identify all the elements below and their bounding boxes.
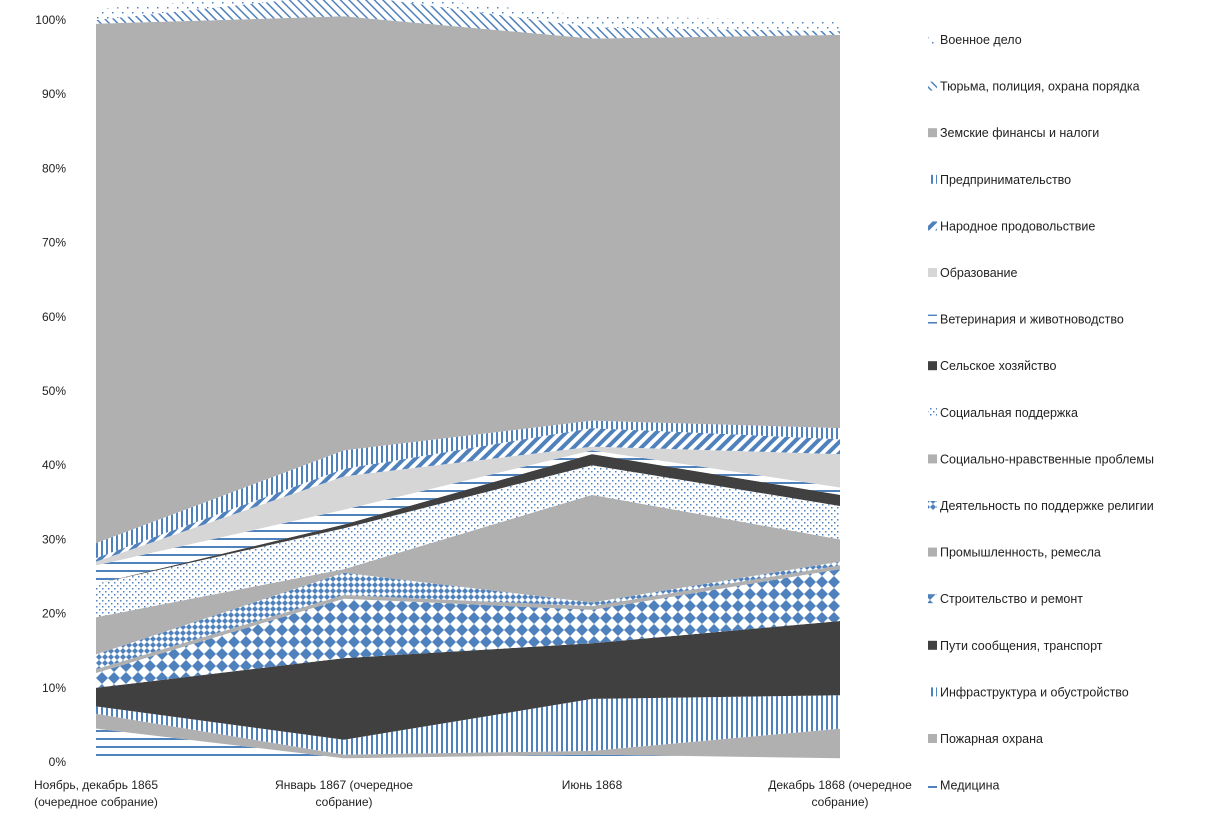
y-tick-label: 100% bbox=[35, 13, 66, 27]
legend-label: Тюрьма, полиция, охрана порядка bbox=[940, 80, 1140, 94]
y-tick-label: 0% bbox=[49, 755, 67, 769]
legend-swatch bbox=[928, 780, 937, 790]
legend-label: Медицина bbox=[940, 779, 1000, 793]
legend-item: Тюрьма, полиция, охрана порядка bbox=[928, 80, 1140, 94]
y-tick-label: 20% bbox=[42, 607, 66, 621]
legend-item: Социальная поддержка bbox=[928, 406, 1078, 420]
x-axis: Ноябрь, декабрь 1865 (очередное собрание)… bbox=[34, 778, 912, 809]
legend-swatch bbox=[928, 687, 937, 697]
legend-swatch bbox=[928, 547, 937, 557]
legend-item: Деятельность по поддержке религии bbox=[928, 499, 1154, 513]
y-tick-label: 50% bbox=[42, 384, 66, 398]
x-tick-label: Июнь 1868 bbox=[562, 778, 623, 792]
legend-item: Образование bbox=[928, 266, 1018, 280]
legend-swatch bbox=[928, 640, 937, 650]
y-tick-label: 40% bbox=[42, 458, 66, 472]
area-series-4 bbox=[96, 569, 840, 688]
area-series-11 bbox=[96, 446, 840, 566]
area-series-2 bbox=[96, 695, 840, 755]
legend-swatch bbox=[928, 221, 937, 231]
legend-swatch bbox=[928, 407, 937, 417]
area-series-0 bbox=[96, 728, 840, 762]
area-series-13 bbox=[96, 420, 840, 558]
x-tick-label: Декабрь 1868 (очередное собрание) bbox=[768, 778, 912, 809]
legend-label: Ветеринария и животноводство bbox=[940, 313, 1124, 327]
legend-label: Деятельность по поддержке религии bbox=[940, 499, 1154, 513]
legend-item: Ветеринария и животноводство bbox=[928, 313, 1124, 327]
legend-swatch bbox=[928, 128, 937, 138]
legend-label: Инфраструктура и обустройство bbox=[940, 685, 1129, 699]
area-series-15 bbox=[96, 0, 840, 39]
area-series-6 bbox=[96, 561, 840, 670]
legend-label: Военное дело bbox=[940, 33, 1022, 47]
legend-swatch bbox=[928, 174, 937, 184]
area-series-14 bbox=[96, 16, 840, 544]
legend-item: Промышленность, ремесла bbox=[928, 546, 1101, 560]
y-tick-label: 30% bbox=[42, 532, 66, 546]
legend-swatch bbox=[928, 454, 937, 464]
legend-label: Образование bbox=[940, 266, 1018, 280]
legend-item: Инфраструктура и обустройство bbox=[928, 685, 1129, 699]
legend-label: Сельское хозяйство bbox=[940, 359, 1056, 373]
legend-item: Пути сообщения, транспорт bbox=[928, 639, 1103, 653]
legend-item: Строительство и ремонт bbox=[928, 592, 1083, 606]
y-tick-label: 90% bbox=[42, 87, 66, 101]
legend-item: Земские финансы и налоги bbox=[928, 126, 1099, 140]
legend-label: Социально-нравственные проблемы bbox=[940, 452, 1154, 466]
area-series-7 bbox=[96, 494, 840, 655]
legend-swatch bbox=[928, 81, 937, 91]
legend-item: Пожарная охрана bbox=[928, 732, 1043, 746]
legend-swatch bbox=[928, 361, 937, 371]
legend-label: Промышленность, ремесла bbox=[940, 546, 1101, 560]
legend-swatch bbox=[928, 35, 937, 44]
area-series-8 bbox=[96, 465, 840, 618]
legend-label: Предпринимательство bbox=[940, 173, 1071, 187]
x-tick-label: Январь 1867 (очередное собрание) bbox=[275, 778, 413, 809]
legend-swatch bbox=[928, 734, 937, 743]
y-tick-label: 60% bbox=[42, 310, 66, 324]
area-series-3 bbox=[96, 621, 840, 740]
legend-label: Народное продовольствие bbox=[940, 219, 1095, 233]
plot-area bbox=[96, 0, 840, 762]
legend-label: Социальная поддержка bbox=[940, 406, 1078, 420]
y-tick-label: 70% bbox=[42, 236, 66, 250]
legend-label: Пути сообщения, транспорт bbox=[940, 639, 1103, 653]
legend-item: Сельское хозяйство bbox=[928, 359, 1056, 373]
area-series-16 bbox=[96, 0, 840, 32]
legend-label: Строительство и ремонт bbox=[940, 592, 1083, 606]
y-tick-label: 10% bbox=[42, 681, 66, 695]
legend-item: Медицина bbox=[928, 779, 1000, 793]
legend-swatch bbox=[928, 501, 937, 510]
legend-item: Предпринимательство bbox=[928, 173, 1071, 187]
legend-item: Военное дело bbox=[928, 33, 1022, 47]
legend-swatch bbox=[928, 268, 937, 277]
legend-item: Социально-нравственные проблемы bbox=[928, 452, 1154, 466]
y-tick-label: 80% bbox=[42, 161, 66, 175]
legend-item: Народное продовольствие bbox=[928, 219, 1095, 233]
legend: Военное дело Тюрьма, полиция, охрана поря… bbox=[928, 33, 1154, 793]
legend-label: Пожарная охрана bbox=[940, 732, 1043, 746]
legend-swatch bbox=[928, 594, 937, 604]
area-series-12 bbox=[96, 428, 840, 562]
legend-swatch bbox=[928, 314, 937, 324]
y-axis: 0% 10% 20% 30% 40% 50% 60% 70% 80% 90% 100% bbox=[35, 13, 66, 769]
area-series-1 bbox=[96, 713, 840, 759]
x-tick-label: Ноябрь, декабрь 1865 (очередное собрание) bbox=[34, 778, 158, 809]
legend-label: Земские финансы и налоги bbox=[940, 126, 1099, 140]
